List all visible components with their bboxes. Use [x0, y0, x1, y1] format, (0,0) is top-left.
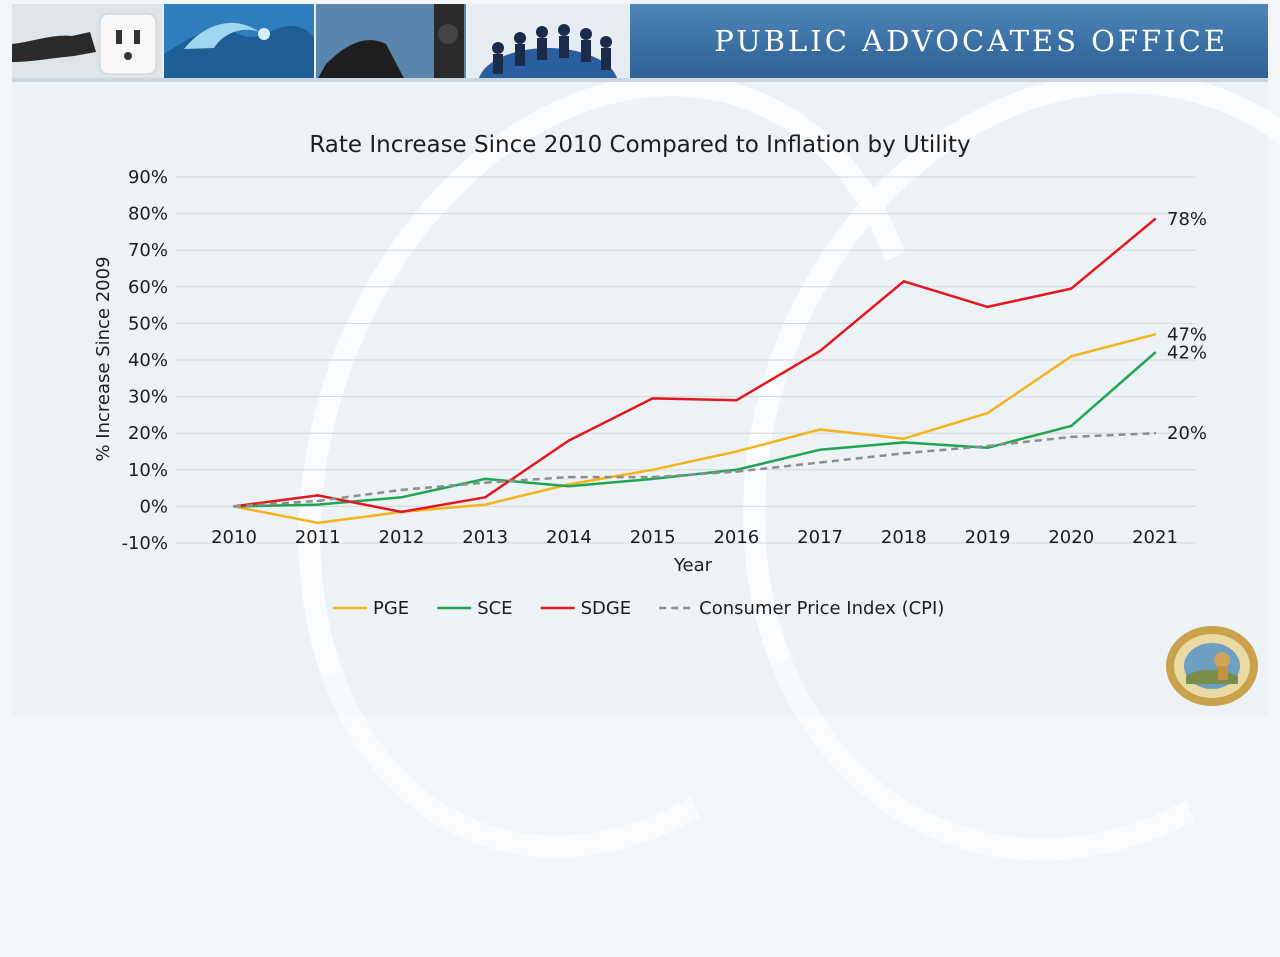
x-tick-label: 2014: [546, 527, 592, 548]
y-tick-label: 0%: [139, 496, 168, 517]
x-axis-title: Year: [673, 555, 713, 576]
x-tick-label: 2018: [881, 527, 927, 548]
x-tick-label: 2011: [295, 527, 341, 548]
y-tick-label: 90%: [128, 167, 168, 188]
legend-label-consumer-price-index-cpi: Consumer Price Index (CPI): [699, 598, 944, 619]
data-point-sdge: [986, 305, 989, 309]
data-point-sdge: [567, 439, 571, 442]
data-point-pge: [818, 428, 822, 431]
x-tick-label: 2021: [1132, 527, 1178, 548]
data-point-sce: [1070, 424, 1073, 428]
x-axis-ticks: 2010 2011 2012 2013 2014 2015 2016 2017 2018 2019…: [211, 527, 1178, 548]
water-wave-icon: [164, 4, 316, 82]
end-label-pge: 47%: [1167, 324, 1207, 345]
legend-label-sdge: SDGE: [581, 598, 632, 619]
line-chart: Rate Increase Since 2010 Compared to Inf…: [93, 132, 1207, 619]
series-line-sce: [233, 351, 1156, 508]
data-point-sce: [316, 503, 319, 506]
data-point-sce: [400, 496, 403, 499]
data-point-consumer-price-index-cpi: [400, 488, 403, 492]
data-point-sdge: [400, 510, 403, 514]
grid-lines: [176, 176, 1196, 544]
series-line-sdge: [233, 218, 1156, 514]
data-point-sce: [1153, 351, 1157, 354]
data-point-consumer-price-index-cpi: [232, 505, 236, 508]
data-point-consumer-price-index-cpi: [316, 499, 319, 503]
california-puc-seal-icon: [1164, 624, 1260, 712]
x-tick-label: 2019: [965, 527, 1011, 548]
data-point-consumer-price-index-cpi: [735, 470, 738, 473]
data-point-pge: [986, 411, 989, 415]
data-point-pge: [316, 521, 319, 525]
y-tick-label: 60%: [128, 277, 168, 298]
data-point-sdge: [483, 496, 487, 499]
data-point-sce: [483, 477, 487, 481]
y-tick-label: 40%: [128, 350, 168, 371]
data-point-pge: [735, 450, 738, 453]
data-point-sce: [567, 485, 571, 488]
y-tick-label: -10%: [121, 533, 168, 554]
x-tick-label: 2017: [797, 527, 843, 548]
data-point-consumer-price-index-cpi: [1070, 435, 1073, 439]
data-point-consumer-price-index-cpi: [567, 475, 571, 479]
y-axis-title: % Increase Since 2009: [93, 256, 114, 461]
y-tick-label: 20%: [128, 423, 168, 444]
end-label-consumer-price-index-cpi: 20%: [1167, 423, 1207, 444]
data-point-sdge: [735, 399, 738, 402]
end-label-sdge: 78%: [1167, 209, 1207, 230]
x-tick-label: 2015: [630, 527, 676, 548]
series-line-consumer-price-index-cpi: [233, 431, 1156, 508]
series-lines: [232, 217, 1157, 525]
people-globe-icon: [468, 4, 630, 82]
chart-title: Rate Increase Since 2010 Compared to Inf…: [309, 132, 970, 158]
data-point-sdge: [818, 349, 822, 353]
data-point-pge: [902, 437, 906, 440]
data-point-sdge: [316, 494, 319, 497]
series-line-pge: [233, 333, 1156, 525]
x-tick-label: 2020: [1048, 527, 1094, 548]
data-point-sce: [986, 446, 989, 450]
x-tick-label: 2010: [211, 527, 257, 548]
data-point-sdge: [902, 280, 906, 283]
data-point-sdge: [651, 397, 654, 400]
y-tick-label: 30%: [128, 387, 168, 408]
header-banner: PUBLIC ADVOCATES OFFICE: [12, 4, 1268, 82]
y-tick-label: 80%: [128, 204, 168, 225]
end-labels: 47%42% 78% 20%: [1167, 209, 1207, 444]
y-axis-ticks: -10% 0% 10% 20% 30% 40% 50% 60% 70% 80% 90%: [121, 167, 168, 554]
data-point-consumer-price-index-cpi: [1153, 432, 1157, 435]
data-point-sdge: [1070, 287, 1073, 290]
y-tick-label: 10%: [128, 460, 168, 481]
data-point-sce: [902, 441, 906, 444]
end-label-sce: 42%: [1167, 343, 1207, 364]
y-tick-label: 50%: [128, 313, 168, 334]
data-point-consumer-price-index-cpi: [651, 475, 654, 479]
data-point-consumer-price-index-cpi: [902, 452, 906, 455]
office-title: PUBLIC ADVOCATES OFFICE: [714, 24, 1228, 58]
power-plug-icon: [12, 4, 164, 82]
data-point-consumer-price-index-cpi: [818, 461, 822, 464]
header-divider: [12, 78, 1268, 82]
telephone-handset-icon: [316, 4, 468, 82]
data-point-pge: [483, 503, 487, 506]
legend: PGE SCE SDGE Consumer Price Index (CPI): [333, 598, 944, 619]
data-point-pge: [1070, 355, 1073, 358]
legend-label-sce: SCE: [477, 598, 512, 619]
data-point-consumer-price-index-cpi: [986, 444, 989, 448]
data-point-consumer-price-index-cpi: [483, 481, 487, 484]
x-tick-label: 2012: [379, 527, 425, 548]
data-point-sce: [651, 477, 654, 481]
data-point-pge: [1153, 333, 1157, 336]
x-tick-label: 2013: [462, 527, 508, 548]
data-point-pge: [651, 468, 654, 471]
data-point-sdge: [1153, 217, 1157, 221]
legend-label-pge: PGE: [373, 598, 409, 619]
x-tick-label: 2016: [713, 527, 759, 548]
y-tick-label: 70%: [128, 240, 168, 261]
data-point-sce: [818, 448, 822, 451]
